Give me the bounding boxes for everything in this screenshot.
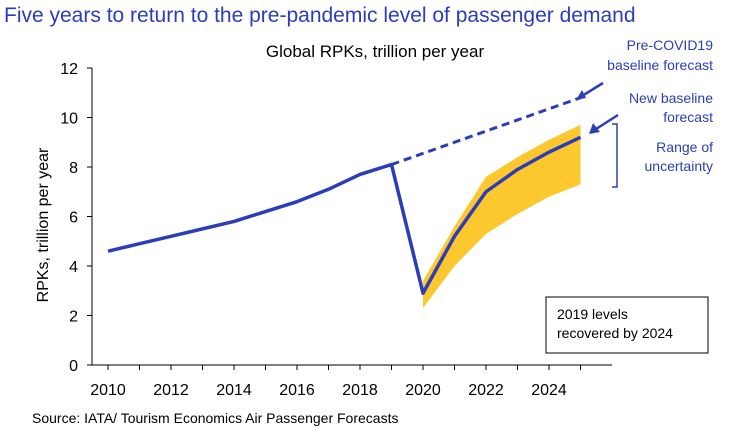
pre-covid-label-line2: baseline forecast [607,57,713,73]
y-tick-label: 2 [69,309,78,326]
x-tick-label: 2016 [279,382,315,399]
rpk-actual-and-forecast-line [107,135,582,295]
range-label-line1: Range of [656,139,713,155]
uncertainty-range-band [423,124,581,309]
headline: Five years to return to the pre-pandemic… [4,4,636,27]
x-tick-label: 2022 [468,382,504,399]
x-tick-label: 2014 [216,382,252,399]
x-tick-label: 2018 [342,382,378,399]
y-tick-label: 6 [69,210,78,227]
y-axis-label: RPKs, trillion per year [35,147,52,302]
new-baseline-label-line1: New baseline [629,90,713,106]
recovery-box [545,296,709,354]
range-label-line2: uncertainty [645,158,713,174]
pre-covid-label-line1: Pre-COVID19 [627,37,714,53]
range-bracket [612,123,618,188]
recovery-box-line1: 2019 levels [557,306,628,322]
y-tick-label: 12 [60,61,78,78]
x-tick-label: 2010 [90,382,126,399]
x-tick-label: 2012 [153,382,189,399]
y-tick-label: 10 [60,111,78,128]
x-tick-label: 2024 [531,382,567,399]
pre-covid-arrow [581,81,604,98]
chart-title: Global RPKs, trillion per year [266,42,485,61]
new-baseline-arrow [595,113,619,131]
pre-covid-baseline-line [390,96,582,166]
new-baseline-arrowhead [589,123,600,134]
source-note: Source: IATA/ Tourism Economics Air Pass… [32,410,399,426]
y-tick-label: 8 [69,160,78,177]
new-baseline-label-line2: forecast [663,109,713,125]
pre-covid-arrowhead [576,90,586,100]
recovery-box-line2: recovered by 2024 [557,325,673,341]
y-tick-label: 0 [69,358,78,375]
x-tick-label: 2020 [405,382,441,399]
y-tick-label: 4 [69,259,78,276]
